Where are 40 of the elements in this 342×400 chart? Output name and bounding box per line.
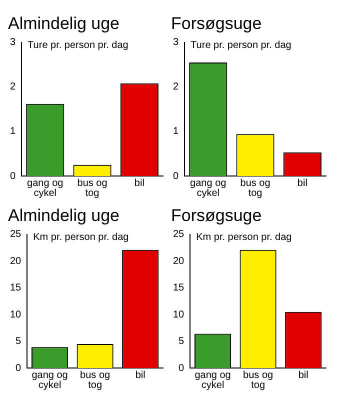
y-tick-label: 1 — [10, 126, 16, 138]
x-tick-label: bil — [297, 178, 308, 189]
y-tick-label: 5 — [16, 336, 22, 348]
y-tick-label: 15 — [10, 282, 22, 294]
y-tick-label: 0 — [16, 362, 22, 374]
y-tick-label: 3 — [10, 37, 16, 48]
chart-title: Almindelig uge — [8, 206, 120, 225]
x-tick-label: bil — [298, 370, 308, 381]
y-tick-label: 0 — [178, 362, 185, 374]
x-tick-label: bus og tog — [243, 370, 274, 391]
y-axis-title: Ture pr. person pr. dag — [28, 40, 128, 52]
chart-title: Forsøgsuge — [171, 14, 262, 33]
chart-title: Almindelig uge — [8, 14, 120, 33]
y-tick-label: 20 — [173, 256, 185, 267]
y-tick-label: 0 — [173, 170, 179, 182]
x-tick-label: bus og tog — [80, 370, 110, 391]
x-tick-label: gang og cykel — [194, 370, 231, 391]
y-axis-title: Km pr. person pr. dag — [33, 232, 129, 244]
y-tick-label: 15 — [173, 282, 185, 294]
y-tick-label: 10 — [173, 309, 185, 320]
x-tick-label: bus og tog — [240, 178, 270, 199]
y-tick-label: 25 — [173, 229, 185, 240]
y-tick-label: 25 — [10, 229, 22, 240]
x-tick-label: gang og cykel — [190, 178, 226, 199]
y-tick-label: 20 — [10, 256, 22, 267]
x-tick-label: bus og tog — [77, 178, 108, 199]
y-tick-label: 1 — [173, 126, 179, 138]
y-tick-label: 10 — [10, 309, 22, 320]
chart-title: Forsøgsuge — [171, 206, 262, 225]
y-axis-title: Km pr. person pr. dag — [196, 232, 292, 244]
x-tick-label: gang og cykel — [32, 370, 68, 391]
y-tick-label: 2 — [10, 82, 16, 93]
y-axis-title: Ture pr. person pr. dag — [190, 40, 292, 52]
x-tick-label: bil — [134, 178, 144, 189]
x-tick-label: bil — [135, 370, 146, 381]
y-tick-label: 2 — [173, 82, 179, 93]
y-tick-label: 0 — [10, 170, 16, 182]
x-tick-label: gang og cykel — [27, 178, 64, 199]
y-tick-label: 3 — [173, 37, 179, 48]
y-tick-label: 5 — [178, 336, 185, 348]
